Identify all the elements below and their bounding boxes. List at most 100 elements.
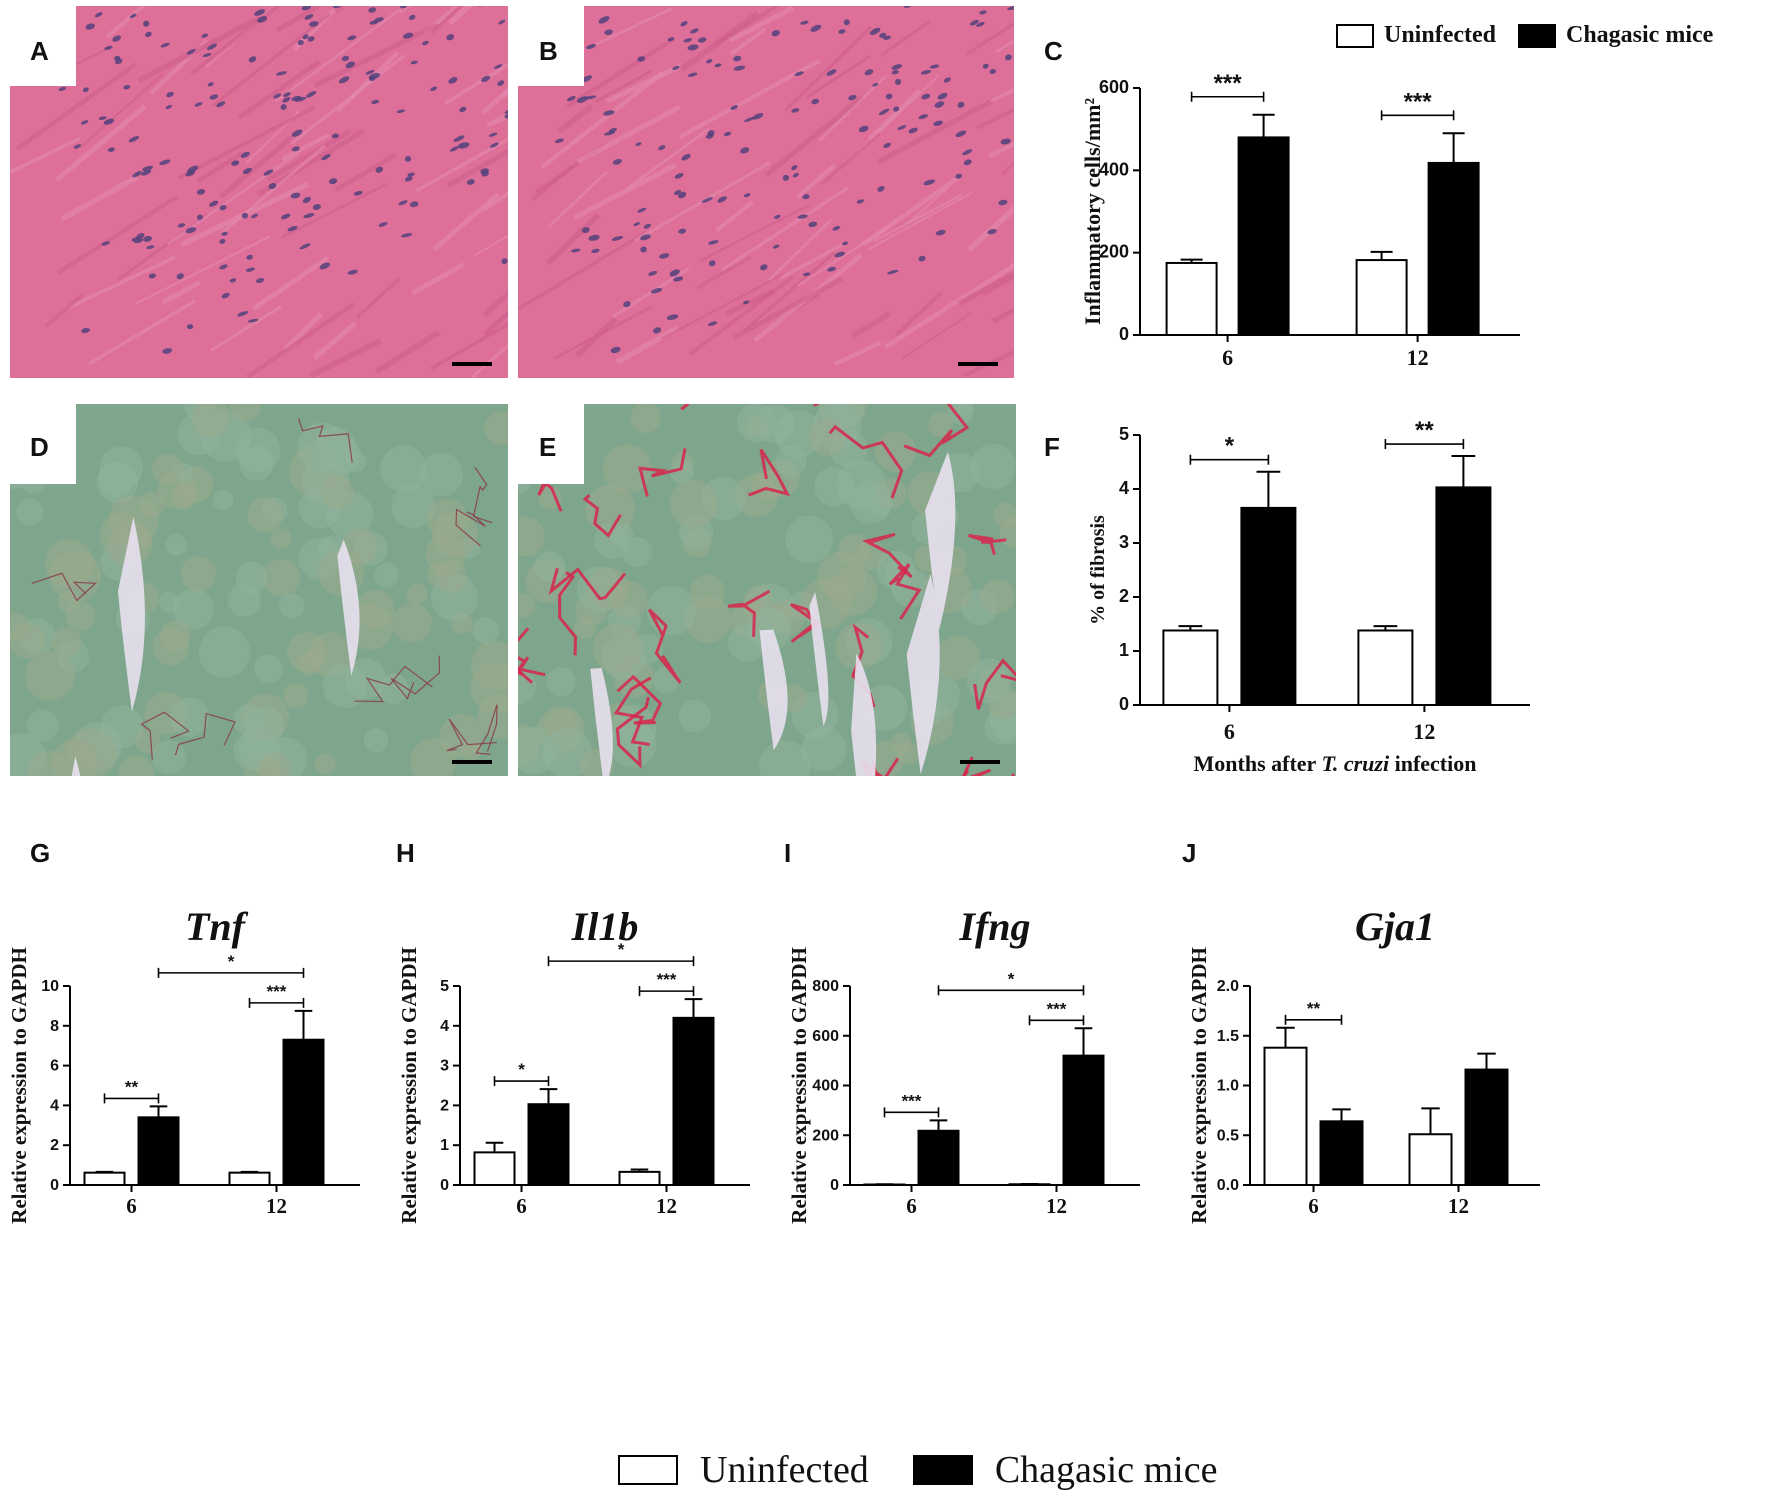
muscle-fiber xyxy=(779,243,843,280)
muscle-fiber xyxy=(728,6,794,43)
nucleus xyxy=(581,227,590,234)
y-tick-label: 600 xyxy=(812,1028,839,1045)
legend-swatch-uninfected xyxy=(1336,23,1374,48)
myocyte xyxy=(314,753,336,775)
myocyte xyxy=(198,626,251,678)
nucleus xyxy=(842,241,849,246)
nucleus xyxy=(800,20,809,25)
muscle-fiber xyxy=(965,21,1014,56)
nucleus xyxy=(962,149,973,156)
nucleus xyxy=(309,21,319,27)
nucleus xyxy=(207,43,218,51)
nucleus xyxy=(268,182,277,190)
nucleus xyxy=(811,98,820,105)
nucleus xyxy=(332,6,343,9)
muscle-fiber xyxy=(695,255,752,290)
collagen-fiber xyxy=(174,712,236,756)
myocyte xyxy=(538,486,562,510)
nucleus xyxy=(740,147,750,154)
myocyte xyxy=(410,738,457,776)
vessel-lumen xyxy=(809,592,829,727)
muscle-fiber xyxy=(894,291,943,337)
nucleus xyxy=(186,49,196,55)
y-tick-label: 0 xyxy=(1119,694,1129,714)
muscle-fiber xyxy=(540,70,665,170)
muscle-fiber xyxy=(966,205,1014,253)
nucleus xyxy=(321,154,331,161)
muscle-fiber xyxy=(611,267,690,319)
muscle-fiber xyxy=(988,141,1014,159)
nucleus xyxy=(648,271,658,276)
nucleus xyxy=(864,69,874,76)
muscle-fiber xyxy=(446,148,508,189)
myocyte xyxy=(192,404,230,437)
nucleus xyxy=(237,311,249,317)
chart-title: Gja1 xyxy=(1355,904,1435,949)
legend-bottom: Uninfected Chagasic mice xyxy=(618,1448,1217,1492)
muscle-fiber xyxy=(70,47,109,69)
nucleus xyxy=(680,21,688,27)
muscle-fiber xyxy=(743,251,836,332)
myocyte xyxy=(835,623,883,671)
nucleus xyxy=(567,95,576,102)
nucleus xyxy=(242,167,252,174)
myocyte xyxy=(25,651,75,701)
muscle-fiber xyxy=(724,289,775,317)
collagen-fiber xyxy=(446,718,497,752)
nucleus xyxy=(497,80,505,86)
collagen-fiber xyxy=(973,658,1016,710)
muscle-fiber xyxy=(60,174,139,222)
myocyte xyxy=(518,592,536,618)
nucleus xyxy=(752,113,764,120)
y-tick-label: 400 xyxy=(1099,159,1129,179)
muscle-fiber xyxy=(210,305,282,352)
nucleus xyxy=(797,214,808,219)
bar-chagasic xyxy=(527,1103,570,1186)
nucleus xyxy=(148,273,156,279)
nucleus xyxy=(883,35,891,40)
bar-uninfected xyxy=(473,1151,516,1187)
muscle-fiber xyxy=(189,6,282,76)
myocyte xyxy=(374,562,399,588)
nucleus xyxy=(219,205,227,211)
nucleus xyxy=(341,55,350,62)
nucleus xyxy=(667,37,675,42)
y-tick-label: 0.5 xyxy=(1217,1127,1239,1144)
muscle-fiber xyxy=(64,255,176,311)
myocyte xyxy=(622,537,653,568)
nucleus xyxy=(338,76,350,84)
nucleus xyxy=(142,165,154,171)
x-tick-label: 12 xyxy=(1407,345,1429,370)
nucleus xyxy=(683,38,692,43)
nucleus xyxy=(690,28,699,34)
nucleus xyxy=(955,173,963,179)
nucleus xyxy=(792,172,799,178)
nucleus xyxy=(576,96,588,103)
muscle-fiber xyxy=(531,165,575,202)
nucleus xyxy=(708,240,719,245)
nucleus xyxy=(908,127,918,134)
x-tick-label: 6 xyxy=(906,1194,917,1218)
collagen-fiber xyxy=(616,674,663,725)
chart-g: Tnf 0 2 4 6 8 10 Relative expression to GAPDH 6 1… xyxy=(0,860,380,1270)
nucleus xyxy=(481,170,489,177)
myocyte xyxy=(808,419,845,456)
myocyte xyxy=(758,740,811,776)
muscle-fiber xyxy=(733,276,844,340)
myocyte xyxy=(49,550,101,602)
myocyte xyxy=(736,404,777,443)
bar-chagasic xyxy=(1240,506,1297,707)
nucleus xyxy=(743,300,750,305)
myocyte xyxy=(65,728,117,776)
nucleus xyxy=(80,120,89,125)
nucleus xyxy=(879,32,886,38)
nucleus xyxy=(319,262,331,270)
nucleus xyxy=(328,178,338,185)
myocyte xyxy=(472,617,500,644)
vessel-lumen xyxy=(851,653,877,776)
muscle-fiber xyxy=(334,153,397,193)
nucleus xyxy=(672,65,680,70)
nucleus xyxy=(640,234,651,241)
muscle-fiber xyxy=(10,136,81,174)
chart-i: Ifng 0 200 400 600 800 Relative expression to … xyxy=(780,860,1160,1270)
